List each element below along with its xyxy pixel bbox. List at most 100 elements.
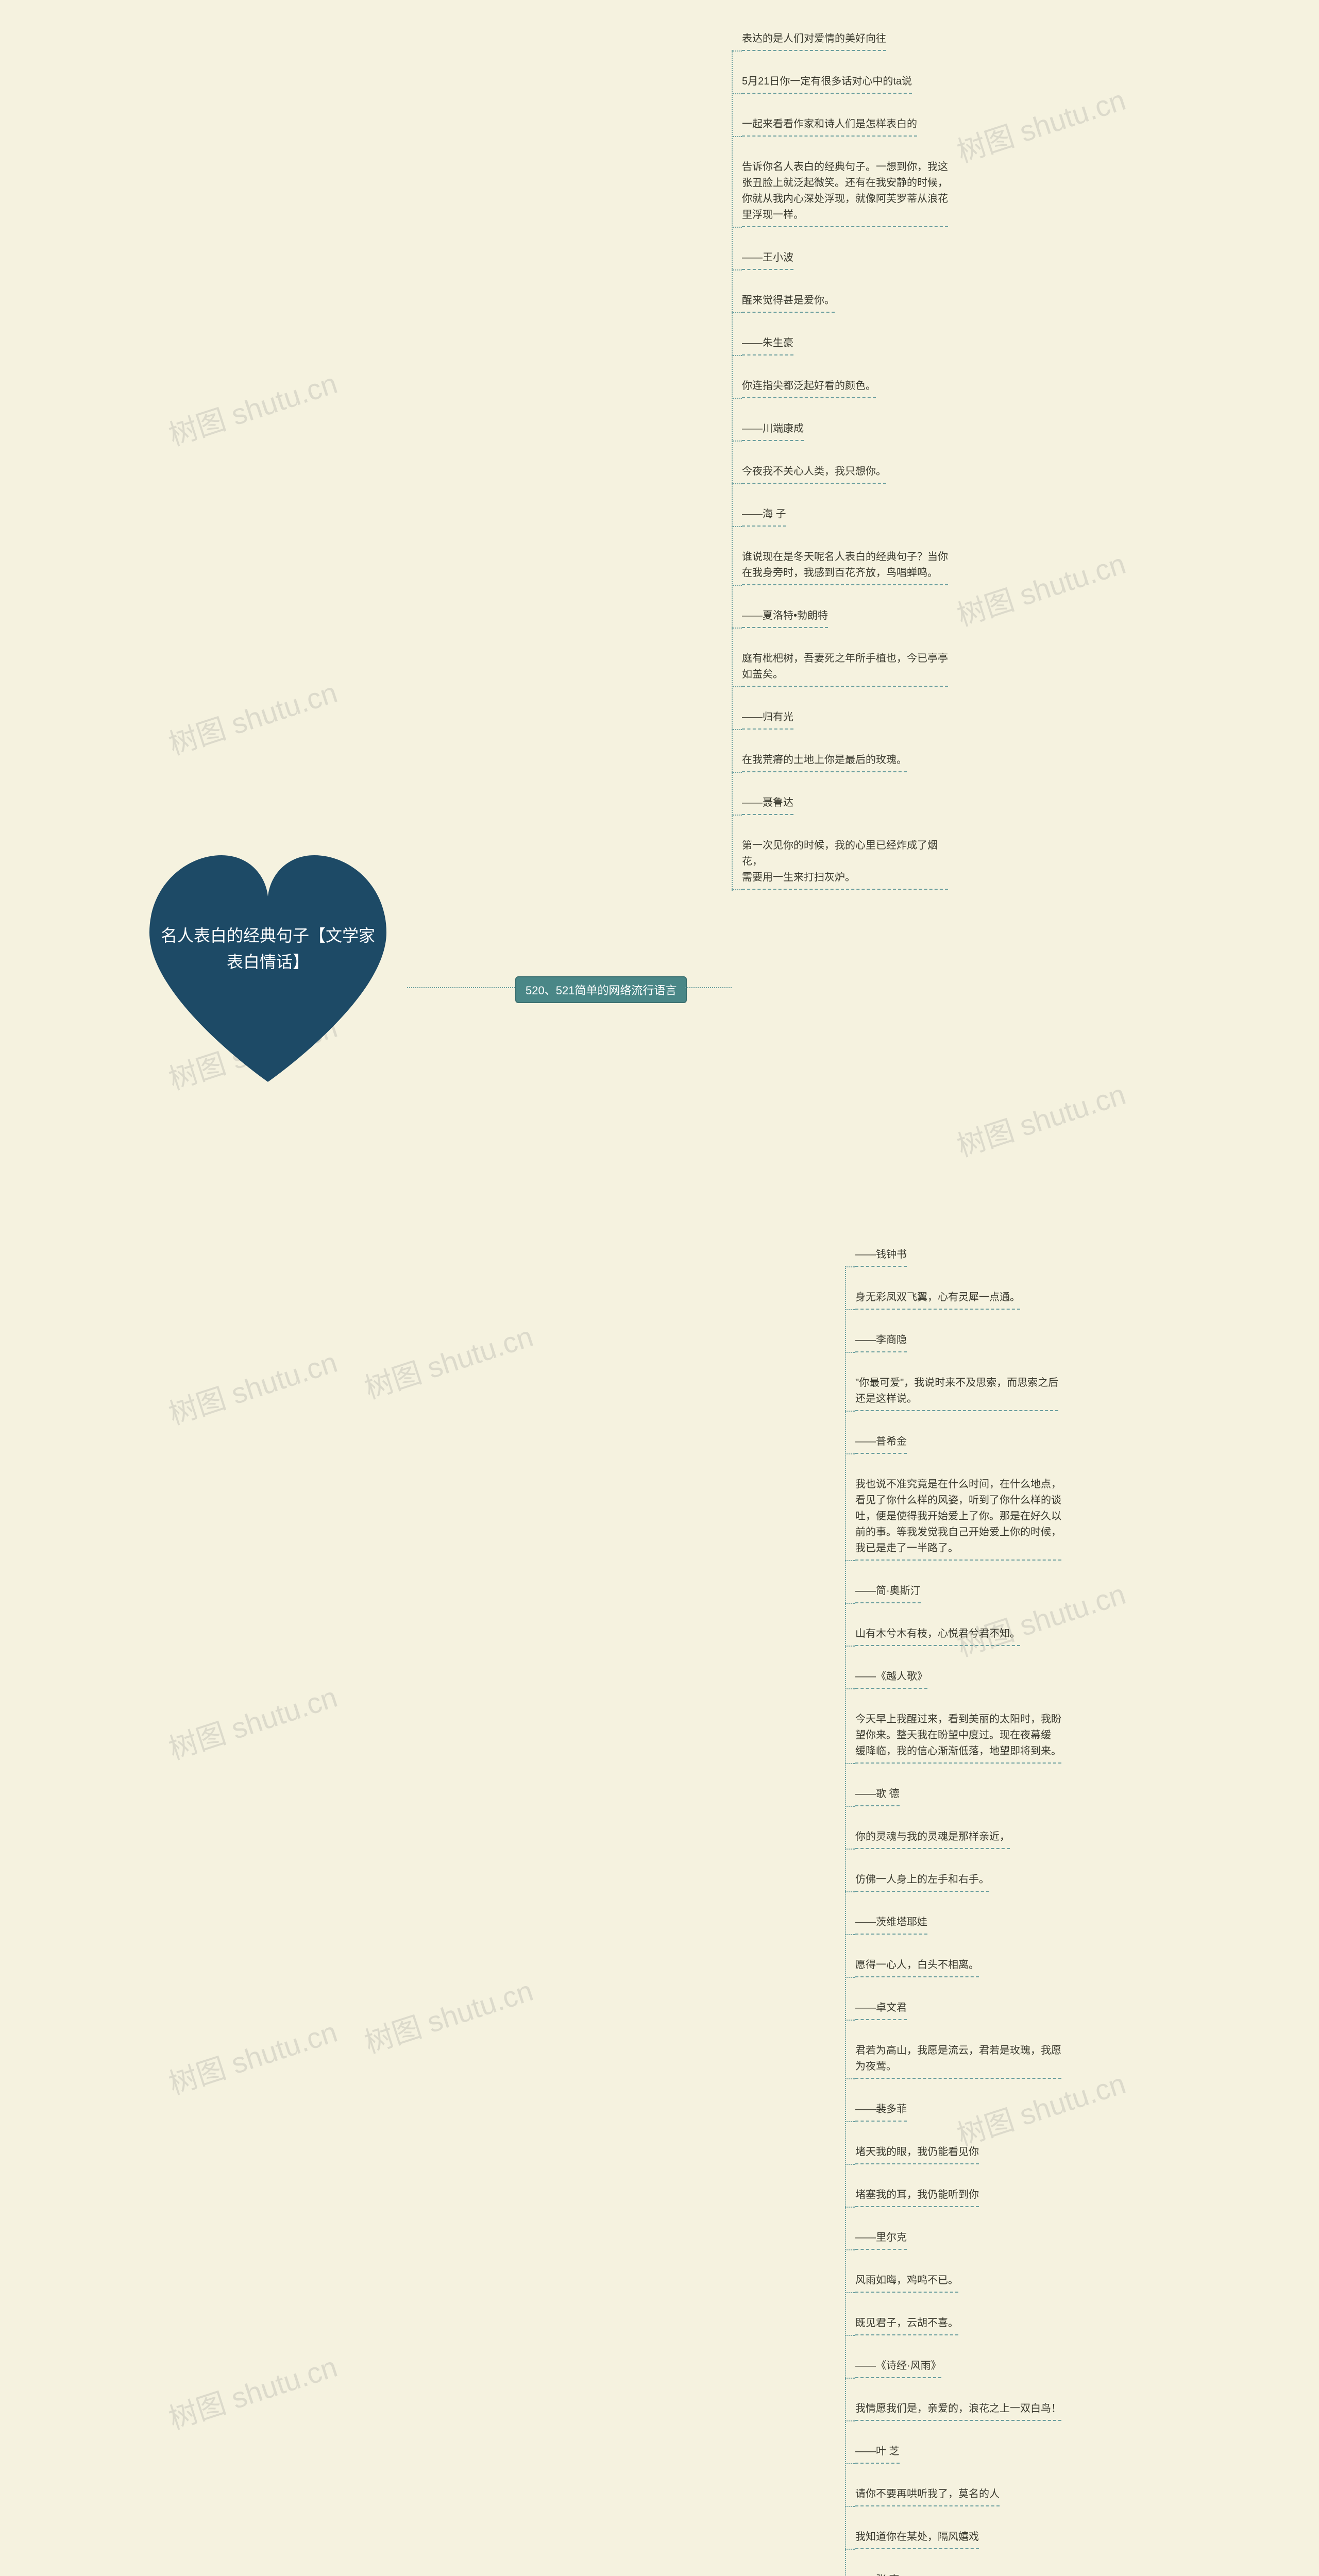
level4-row: 君若为高山，我愿是流云，君若是玫瑰，我愿 为夜莺。	[855, 2043, 1061, 2079]
level4-row: ——卓文君	[855, 2000, 1061, 2020]
level4-row: ——普希金	[855, 1434, 1061, 1454]
level2-node: 520、521简单的网络流行语言	[515, 976, 687, 1003]
level4-row: 既见君子，云胡不喜。	[855, 2315, 1061, 2335]
level3-row: ——川端康成	[742, 421, 948, 441]
level3-tick	[732, 355, 742, 356]
level4-row: ——张 枣	[855, 2572, 1061, 2576]
level4-row: 风雨如晦，鸡鸣不已。	[855, 2273, 1061, 2293]
level3-tick	[732, 93, 742, 94]
level3-tick	[732, 585, 742, 586]
level3-node: 表达的是人们对爱情的美好向往	[742, 31, 886, 51]
level4-node: ——歌 德	[855, 1786, 900, 1806]
level4-tick	[845, 2249, 855, 2250]
level4-row: ——简·奥斯汀	[855, 1583, 1061, 1603]
level3-row: ——夏洛特•勃朗特	[742, 608, 948, 628]
level4-tick	[845, 1560, 855, 1561]
level3-row: ——聂鲁达	[742, 795, 948, 815]
level4-row: 堵塞我的耳，我仍能听到你	[855, 2187, 1061, 2207]
level4-tick	[845, 2207, 855, 2208]
connector-root-level2	[407, 987, 515, 988]
level4-row: 你的灵魂与我的灵魂是那样亲近，	[855, 1829, 1061, 1849]
level4-row: 愿得一心人，白头不相离。	[855, 1957, 1061, 1977]
level4-node: 既见君子，云胡不喜。	[855, 2315, 958, 2335]
level3-node: 醒来觉得甚是爱你。	[742, 293, 835, 313]
level3-row: 一起来看看作家和诗人们是怎样表白的	[742, 116, 948, 137]
level4-node: "你最可爱"，我说时来不及思索，而思索之后 还是这样说。	[855, 1375, 1058, 1411]
level3-node: ——归有光	[742, 709, 793, 730]
level4-spine	[845, 1266, 855, 2576]
level4-row: ——里尔克	[855, 2230, 1061, 2250]
level4-row: 今天早上我醒过来，看到美丽的太阳时，我盼 望你来。整天我在盼望中度过。现在夜幕缓…	[855, 1711, 1061, 1764]
level3-tick	[732, 686, 742, 687]
level4-node: ——《诗经·风雨》	[855, 2358, 941, 2378]
level3-row: 今夜我不关心人类，我只想你。	[742, 464, 948, 484]
watermark-text: 树图 shutu.cn	[951, 1072, 1130, 1165]
level3-spine	[732, 50, 742, 891]
level3-node: 在我荒瘠的土地上你是最后的玫瑰。	[742, 752, 907, 772]
level4-tick	[845, 1849, 855, 1850]
level4-row: 我知道你在某处，隔风嬉戏	[855, 2529, 1061, 2549]
level3-node: ——夏洛特•勃朗特	[742, 608, 828, 628]
level3-row: 庭有枇杷树，吾妻死之年所手植也，今已亭亭 如盖矣。	[742, 651, 948, 687]
watermark-text: 树图 shutu.cn	[163, 361, 342, 454]
level3-node: 你连指尖都泛起好看的颜色。	[742, 378, 876, 398]
level4-tick	[845, 1977, 855, 1978]
watermark-text: 树图 shutu.cn	[951, 77, 1130, 171]
level3-tick	[732, 269, 742, 270]
level3-node: ——川端康成	[742, 421, 804, 441]
watermark-text: 树图 shutu.cn	[163, 1674, 342, 1768]
level4-tick	[845, 2164, 855, 2165]
level4-node: ——叶 芝	[855, 2444, 900, 2464]
level3-row: 在我荒瘠的土地上你是最后的玫瑰。	[742, 752, 948, 772]
level3-row: 你连指尖都泛起好看的颜色。	[742, 378, 948, 398]
level4-tick	[845, 1266, 855, 1267]
level4-node: ——普希金	[855, 1434, 907, 1454]
level4-row: 堵天我的眼，我仍能看见你	[855, 2144, 1061, 2164]
level3-column: 表达的是人们对爱情的美好向往 5月21日你一定有很多话对心中的ta说一起来看看作家…	[742, 31, 948, 912]
level4-node: 身无彩凤双飞翼，心有灵犀一点通。	[855, 1290, 1020, 1310]
level4-tick	[845, 1453, 855, 1454]
level3-row: ——归有光	[742, 709, 948, 730]
level4-tick	[845, 1411, 855, 1412]
level4-node: ——李商隐	[855, 1332, 907, 1352]
watermark-text: 树图 shutu.cn	[163, 1340, 342, 1433]
level4-row: ——《诗经·风雨》	[855, 2358, 1061, 2378]
watermark-text: 树图 shutu.cn	[359, 1314, 538, 1408]
level4-node: 今天早上我醒过来，看到美丽的太阳时，我盼 望你来。整天我在盼望中度过。现在夜幕缓…	[855, 1711, 1061, 1764]
level3-row: 醒来觉得甚是爱你。	[742, 293, 948, 313]
level4-row: 请你不要再哄听我了，莫名的人	[855, 2486, 1061, 2506]
level3-row: 第一次见你的时候，我的心里已经炸成了烟花， 需要用一生来打扫灰炉。	[742, 838, 948, 890]
level3-node: ——海 子	[742, 506, 786, 527]
level3-tick	[732, 136, 742, 137]
level4-node: 堵塞我的耳，我仍能听到你	[855, 2187, 979, 2207]
level4-tick	[845, 2121, 855, 2122]
level4-node: 愿得一心人，白头不相离。	[855, 1957, 979, 1977]
level3-tick	[732, 398, 742, 399]
level4-tick	[845, 2335, 855, 2336]
level3-node: ——朱生豪	[742, 335, 793, 355]
level4-node: 仿佛一人身上的左手和右手。	[855, 1872, 989, 1892]
level3-row: ——朱生豪	[742, 335, 948, 355]
level4-tick	[845, 2420, 855, 2421]
level4-node: ——简·奥斯汀	[855, 1583, 921, 1603]
level3-tick	[732, 312, 742, 313]
watermark-text: 树图 shutu.cn	[951, 541, 1130, 635]
watermark-text: 树图 shutu.cn	[163, 670, 342, 764]
level4-row: ——《越人歌》	[855, 1669, 1061, 1689]
level4-node: 你的灵魂与我的灵魂是那样亲近，	[855, 1829, 1010, 1849]
level4-row: ——钱钟书	[855, 1247, 1061, 1267]
level3-tick	[732, 772, 742, 773]
level3-row: 5月21日你一定有很多话对心中的ta说	[742, 74, 948, 94]
level3-tick	[732, 227, 742, 228]
level4-tick	[845, 1603, 855, 1604]
level3-tick	[732, 815, 742, 816]
level3-row: 谁说现在是冬天呢名人表白的经典句子？当你 在我身旁时，我感到百花齐放，鸟唱蝉鸣。	[742, 549, 948, 585]
level4-row: ——茨维塔耶娃	[855, 1914, 1061, 1935]
level3-node: 第一次见你的时候，我的心里已经炸成了烟花， 需要用一生来打扫灰炉。	[742, 838, 948, 890]
level4-node: ——钱钟书	[855, 1247, 907, 1267]
level4-tick	[845, 1763, 855, 1764]
level4-node: ——里尔克	[855, 2230, 907, 2250]
level4-column: ——钱钟书身无彩凤双飞翼，心有灵犀一点通。 ——李商隐 "你最可爱"，我说时来不及思…	[855, 1247, 1061, 2576]
level4-row: ——叶 芝	[855, 2444, 1061, 2464]
level3-node: 5月21日你一定有很多话对心中的ta说	[742, 74, 912, 94]
